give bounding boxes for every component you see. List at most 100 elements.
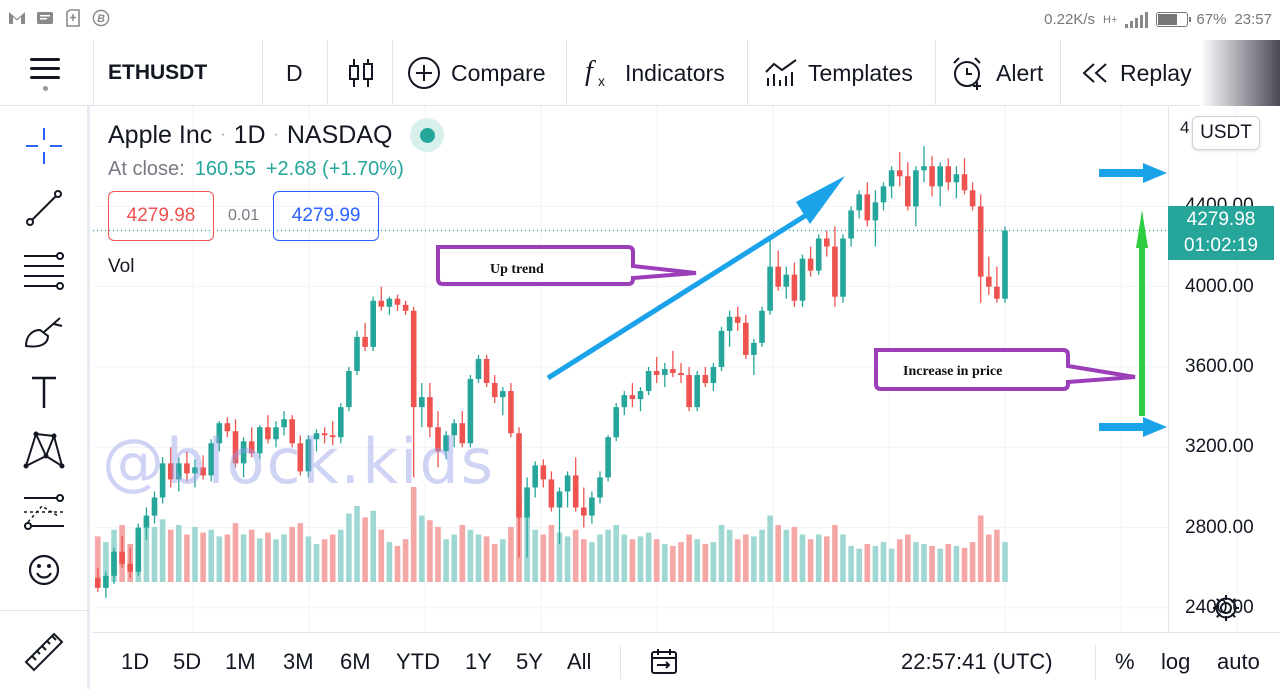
- compare-button[interactable]: Compare: [407, 40, 546, 106]
- candle-body: [961, 174, 968, 191]
- volume-bar: [969, 542, 976, 582]
- volume-bar: [305, 536, 312, 582]
- sim-icon: [64, 9, 82, 27]
- volume-bar: [224, 534, 231, 582]
- range-ytd[interactable]: YTD: [396, 648, 440, 674]
- fib-retracement-icon[interactable]: [20, 246, 68, 294]
- volume-bar: [192, 526, 198, 582]
- price-change: +2.68 (+1.70%): [265, 158, 404, 180]
- range-6m[interactable]: 6M: [340, 648, 371, 674]
- menu-icon[interactable]: [0, 40, 90, 106]
- candle-body: [540, 465, 547, 480]
- price-tick-label: 3600.00: [1185, 355, 1254, 377]
- candle-body: [378, 300, 385, 307]
- candle-body: [864, 194, 871, 221]
- candle-body: [872, 202, 879, 221]
- volume-bar: [840, 534, 846, 582]
- range-1d[interactable]: 1D: [121, 648, 150, 674]
- log-toggle[interactable]: log: [1161, 648, 1191, 674]
- volume-bar: [678, 542, 684, 582]
- volume-bar: [572, 529, 579, 582]
- candle-body: [678, 373, 684, 376]
- uptrend-arrow: [546, 211, 810, 381]
- volume-bar: [694, 539, 700, 582]
- status-bar: B 0.22K/s H+ 67% 23:57: [0, 0, 1280, 40]
- pattern-tool-icon[interactable]: [20, 426, 68, 474]
- candle-body: [929, 166, 935, 187]
- prediction-tool-icon[interactable]: [20, 488, 68, 536]
- volume-bar: [961, 547, 968, 582]
- chart-type-button[interactable]: [347, 40, 375, 106]
- candle-body: [394, 298, 401, 305]
- candle-body: [289, 419, 295, 444]
- candle-body: [662, 369, 668, 376]
- volume-bar: [151, 526, 158, 582]
- price-chart[interactable]: [93, 106, 1280, 632]
- volume-bar: [313, 544, 320, 582]
- currency-button[interactable]: USDT: [1192, 116, 1260, 150]
- rewind-icon: [1082, 63, 1107, 83]
- candle-body: [95, 577, 101, 588]
- utc-clock[interactable]: 22:57:41 (UTC): [901, 648, 1053, 674]
- interval-button[interactable]: D: [286, 59, 303, 86]
- buy-button[interactable]: 4279.99: [273, 191, 380, 241]
- candle-body: [305, 439, 312, 472]
- candle-body: [824, 238, 830, 247]
- candle-body: [297, 443, 304, 472]
- volume-bar: [751, 536, 757, 582]
- trend-line-icon[interactable]: [20, 184, 68, 232]
- volume-bar: [240, 534, 247, 582]
- alert-button[interactable]: Alert: [950, 40, 1043, 106]
- volume-bar: [273, 539, 279, 582]
- volume-bar: [216, 536, 223, 582]
- volume-bar: [386, 542, 393, 582]
- text-tool-icon[interactable]: [20, 368, 68, 416]
- volume-bar: [799, 534, 806, 582]
- volume-bar: [743, 534, 749, 582]
- svg-text:f: f: [585, 56, 596, 87]
- volume-bar: [184, 534, 190, 582]
- range-1m[interactable]: 1M: [225, 648, 256, 674]
- replay-button[interactable]: Replay: [1080, 40, 1192, 106]
- candle-body: [435, 427, 441, 452]
- volume-bar: [767, 515, 773, 582]
- templates-button[interactable]: Templates: [764, 40, 913, 106]
- range-1y[interactable]: 1Y: [465, 648, 492, 674]
- candle-body: [783, 274, 790, 287]
- crosshair-icon[interactable]: [20, 122, 68, 170]
- candle-body: [500, 391, 506, 398]
- candle-body: [119, 551, 125, 564]
- volume-bar: [208, 529, 214, 582]
- plus-circle-icon: [408, 57, 440, 89]
- brush-icon[interactable]: [20, 308, 68, 356]
- ruler-icon[interactable]: [20, 628, 68, 676]
- volume-bar: [734, 539, 741, 582]
- volume-bar: [994, 529, 1000, 582]
- volume-bar: [629, 539, 636, 582]
- candle-body: [905, 176, 911, 207]
- percent-toggle[interactable]: %: [1115, 648, 1135, 674]
- range-5d[interactable]: 5D: [173, 648, 202, 674]
- volume-bar: [394, 545, 401, 582]
- sell-button[interactable]: 4279.98: [108, 191, 214, 241]
- price-axis[interactable]: [1168, 106, 1280, 632]
- range-all[interactable]: All: [567, 648, 592, 674]
- templates-icon: [765, 59, 797, 86]
- auto-toggle[interactable]: auto: [1217, 648, 1260, 674]
- candle-body: [111, 551, 117, 576]
- volume-bar: [564, 536, 571, 582]
- volume-bar: [491, 544, 498, 582]
- emoji-icon[interactable]: [20, 546, 68, 594]
- legend-name: Apple Inc: [108, 120, 213, 149]
- volume-bar: [637, 536, 644, 582]
- gear-icon[interactable]: [1210, 592, 1242, 624]
- candle-body: [151, 497, 158, 516]
- range-5y[interactable]: 5Y: [516, 648, 543, 674]
- range-3m[interactable]: 3M: [283, 648, 314, 674]
- volume-bar: [775, 525, 781, 582]
- go-to-date-icon[interactable]: [649, 633, 679, 689]
- market-status-icon[interactable]: [410, 118, 445, 152]
- net-speed: 0.22K/s: [1044, 11, 1096, 28]
- symbol-search[interactable]: ETHUSDT: [108, 61, 208, 84]
